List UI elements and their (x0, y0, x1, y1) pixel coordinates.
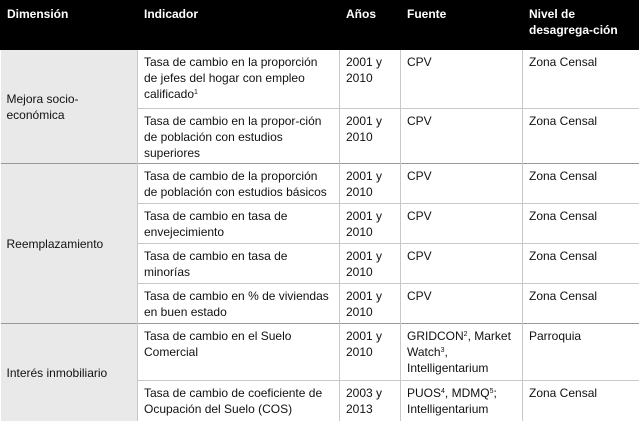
years-cell: 2001 y 2010 (339, 162, 401, 203)
dimension-cell: Interés inmobiliario (0, 322, 138, 421)
indicator-cell: Tasa de cambio en tasa de minorías (137, 242, 340, 283)
dimension-cell: Mejora socio-económica (0, 50, 138, 163)
header-indicator: Indicador (137, 0, 340, 50)
table-row: Tasa de cambio en la propor-ción de pobl… (1, 107, 639, 163)
source-cell: GRIDCON2, Market Watch3, Intelligentariu… (400, 322, 523, 380)
years-cell: 2003 y 2013 (339, 379, 401, 421)
footnote-marker: 4 (441, 387, 445, 395)
indicator-cell: Tasa de cambio en % de viviendas en buen… (137, 282, 340, 323)
table-row: Tasa de cambio en % de viviendas en buen… (1, 282, 639, 323)
footnote-marker: 2 (463, 330, 468, 338)
footnote-marker: 3 (440, 346, 445, 354)
level-cell: Zona Censal (522, 50, 639, 108)
indicator-cell: Tasa de cambio en la proporción de jefes… (137, 50, 340, 108)
table-body: Mejora socio-económica Tasa de cambio en… (0, 50, 639, 421)
table-row: Mejora socio-económica Tasa de cambio en… (0, 50, 639, 163)
years-cell: 2001 y 2010 (339, 202, 401, 243)
header-level: Nivel de desagrega-ción (522, 0, 639, 50)
years-cell: 2001 y 2010 (339, 107, 401, 163)
header-source: Fuente (400, 0, 523, 50)
indicator-cell: Tasa de cambio de la proporción de pobla… (137, 162, 340, 203)
table-row: Tasa de cambio en tasa de minorías 2001 … (1, 242, 639, 283)
years-cell: 2001 y 2010 (339, 50, 401, 108)
table-row: Tasa de cambio en tasa de envejecimiento… (1, 202, 639, 243)
indicator-cell: Tasa de cambio en la propor-ción de pobl… (137, 107, 340, 163)
years-cell: 2001 y 2010 (339, 242, 401, 283)
dimension-cell: Reemplazamiento (0, 162, 138, 323)
footnote-marker: 1 (194, 89, 198, 96)
level-cell: Zona Censal (522, 282, 639, 323)
level-cell: Zona Censal (522, 202, 639, 243)
source-text: GRIDCON (407, 328, 464, 343)
source-cell: CPV (400, 242, 523, 283)
header-years: Años (339, 0, 401, 50)
indicators-table: Dimensión Indicador Años Fuente Nivel de… (0, 0, 639, 421)
indicator-text: Tasa de cambio en la proporción de jefes… (144, 55, 318, 101)
source-cell: CPV (400, 162, 523, 203)
indicator-cell: Tasa de cambio de coeficiente de Ocupaci… (137, 379, 340, 421)
footnote-marker: 5 (489, 387, 494, 395)
indicator-cell: Tasa de cambio en el Suelo Comercial (137, 322, 340, 380)
level-cell: Zona Censal (522, 107, 639, 163)
source-cell: CPV (400, 202, 523, 243)
years-cell: 2001 y 2010 (339, 282, 401, 323)
source-cell: CPV (400, 107, 523, 163)
source-text: , MDMQ (444, 385, 490, 400)
table-row: Interés inmobiliario Tasa de cambio en e… (0, 322, 639, 421)
table-row: Reemplazamiento Tasa de cambio de la pro… (0, 162, 639, 323)
source-text: ; Intelligentarium (407, 385, 497, 416)
source-cell: CPV (400, 50, 523, 108)
source-cell: CPV (400, 282, 523, 323)
indicator-cell: Tasa de cambio en tasa de envejecimiento (137, 202, 340, 243)
table-header: Dimensión Indicador Años Fuente Nivel de… (0, 0, 639, 50)
level-cell: Zona Censal (522, 242, 639, 283)
source-cell: PUOS4, MDMQ5; Intelligentarium (400, 379, 523, 421)
table-row: Tasa de cambio de coeficiente de Ocupaci… (1, 379, 639, 421)
level-cell: Parroquia (522, 322, 639, 380)
years-cell: 2001 y 2010 (339, 322, 401, 380)
source-text: , Intelligentarium (407, 344, 489, 375)
level-cell: Zona Censal (522, 379, 639, 421)
level-cell: Zona Censal (522, 162, 639, 203)
source-text: PUOS (407, 385, 442, 400)
header-dimension: Dimensión (0, 0, 138, 50)
source-text: , Market Watch (407, 328, 511, 359)
